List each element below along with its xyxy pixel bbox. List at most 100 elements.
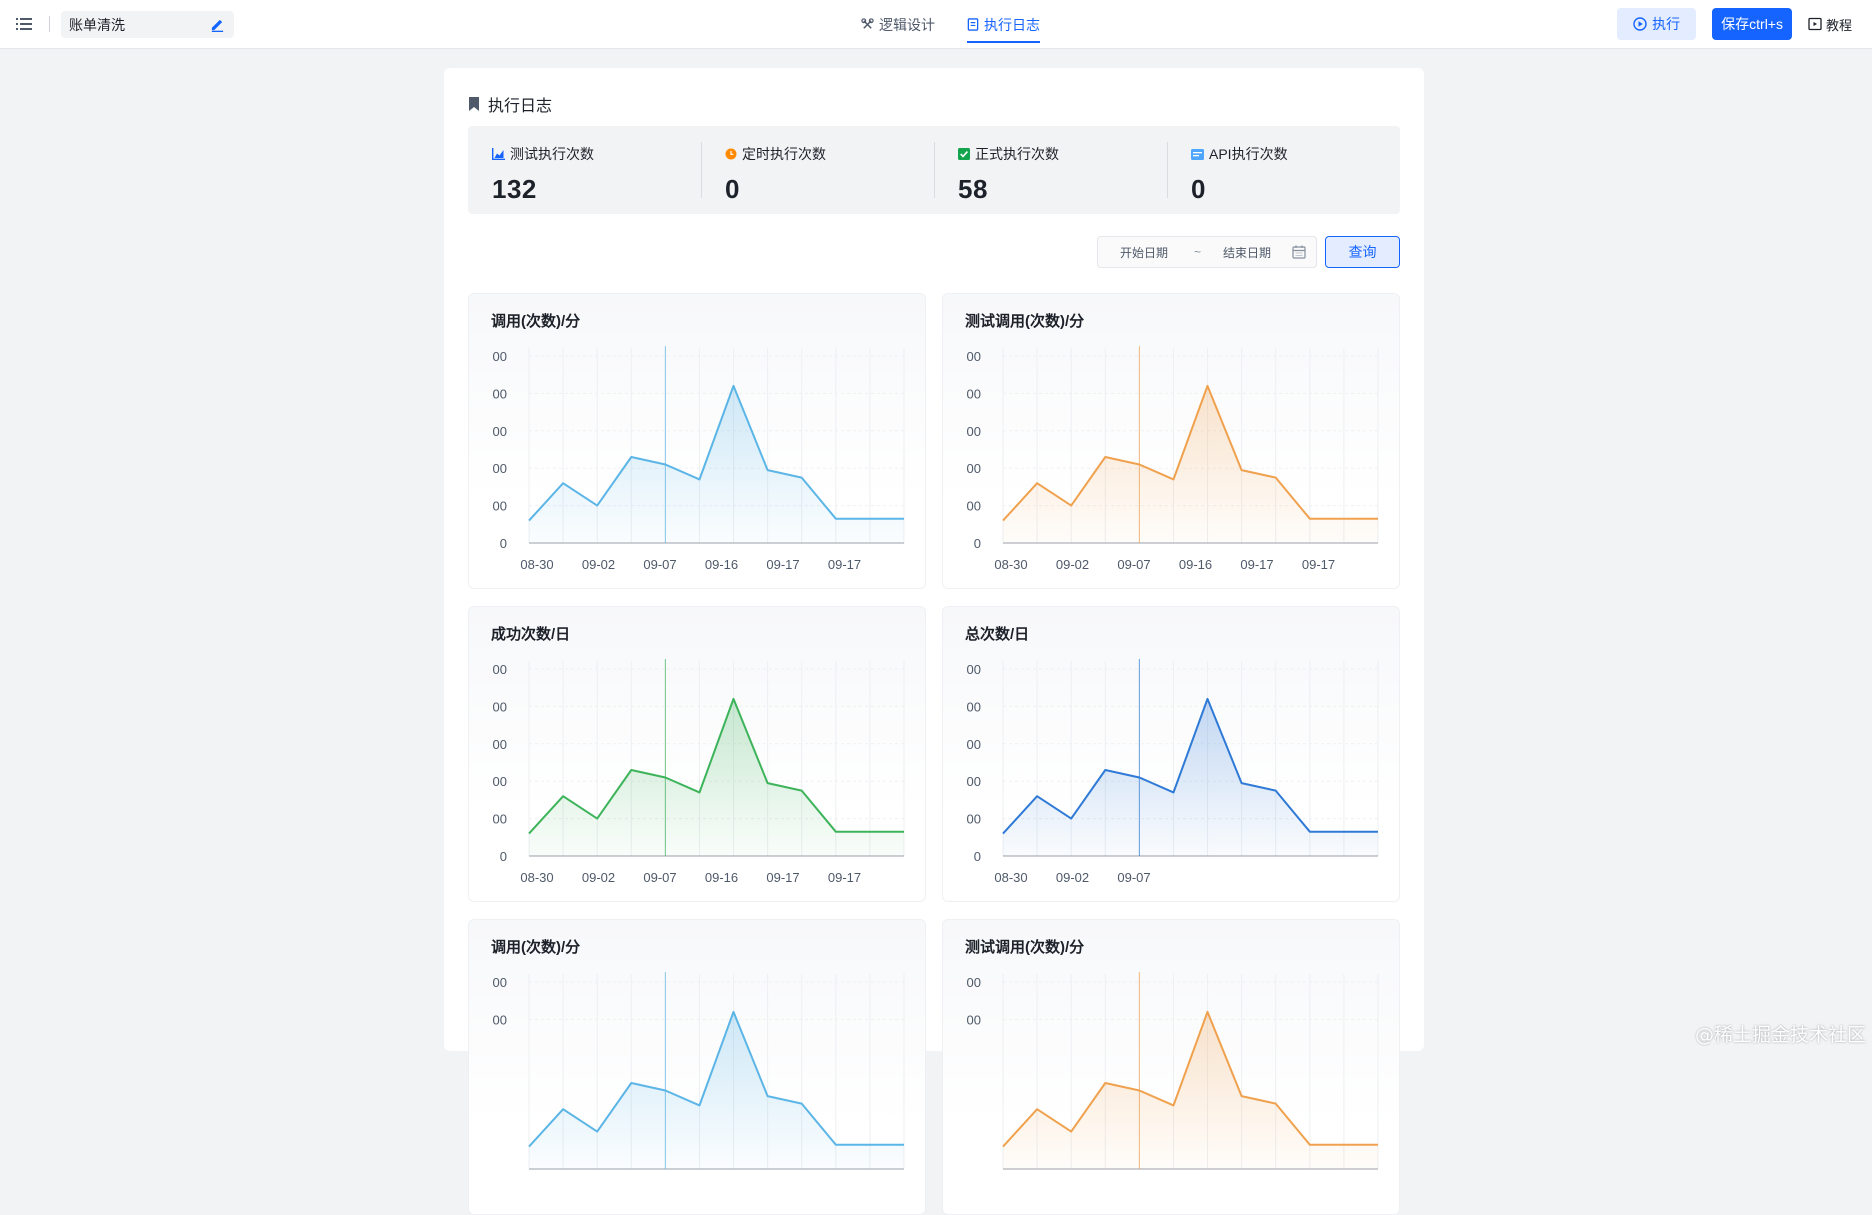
- chart-svg: 00 00: [943, 920, 1400, 1215]
- y-tick-label: 00: [967, 975, 981, 990]
- save-button-label: 保存ctrl+s: [1721, 14, 1783, 34]
- x-tick-label: 09-17: [766, 557, 799, 572]
- tutorial-button[interactable]: 教程: [1808, 15, 1852, 34]
- y-tick-label: 00: [967, 812, 981, 827]
- y-tick-label: 0: [500, 536, 507, 551]
- play-icon: [1633, 17, 1647, 31]
- x-tick-label: 09-07: [1117, 557, 1150, 572]
- y-tick-label: 00: [967, 699, 981, 714]
- menu-icon[interactable]: [12, 12, 36, 36]
- stat-api-runs-label: API执行次数: [1209, 144, 1288, 164]
- y-tick-label: 00: [967, 386, 981, 401]
- stat-formal-runs: 正式执行次数 58: [934, 126, 1167, 214]
- tab-execution-log-label: 执行日志: [984, 15, 1040, 35]
- stat-api-runs: API执行次数 0: [1167, 126, 1400, 214]
- chart-title: 总次数/日: [965, 623, 1029, 644]
- y-tick-label: 00: [967, 1012, 981, 1027]
- doc-name-text: 账单清洗: [69, 15, 125, 35]
- execution-log-panel: 执行日志 测试执行次数 132 定时执行次数 0: [444, 68, 1424, 1051]
- stats-summary: 测试执行次数 132 定时执行次数 0 正式执行次数 58: [468, 126, 1400, 214]
- bookmark-icon: [468, 97, 480, 111]
- y-tick-label: 00: [493, 699, 507, 714]
- page-title: 执行日志: [468, 92, 552, 116]
- y-tick-label: 00: [967, 774, 981, 789]
- y-tick-label: 00: [967, 662, 981, 677]
- x-tick-label: 09-07: [643, 557, 676, 572]
- y-tick-label: 00: [493, 737, 507, 752]
- y-tick-label: 00: [493, 386, 507, 401]
- y-tick-label: 00: [493, 662, 507, 677]
- y-tick-label: 00: [967, 424, 981, 439]
- top-bar: 账单清洗 逻辑设计 执行日志: [0, 0, 1872, 49]
- y-tick-label: 00: [493, 499, 507, 514]
- stat-test-runs-value: 132: [492, 174, 701, 205]
- stat-scheduled-runs-value: 0: [725, 174, 934, 205]
- x-tick-label: 09-17: [828, 557, 861, 572]
- clock-icon: [725, 148, 737, 160]
- chart-title: 成功次数/日: [491, 623, 570, 644]
- y-tick-label: 00: [493, 424, 507, 439]
- chart-title: 调用(次数)/分: [491, 936, 580, 957]
- y-tick-label: 00: [967, 499, 981, 514]
- x-tick-label: 09-02: [582, 870, 615, 885]
- y-tick-label: 00: [967, 461, 981, 476]
- x-tick-label: 09-02: [1056, 557, 1089, 572]
- stat-scheduled-runs: 定时执行次数 0: [701, 126, 934, 214]
- check-icon: [958, 148, 970, 160]
- y-tick-label: 00: [967, 737, 981, 752]
- query-button[interactable]: 查询: [1325, 236, 1400, 268]
- x-tick-label: 08-30: [994, 870, 1027, 885]
- divider: [49, 16, 50, 32]
- date-range-picker[interactable]: 开始日期 ~ 结束日期: [1097, 236, 1317, 268]
- run-button[interactable]: 执行: [1617, 8, 1696, 40]
- y-tick-label: 00: [493, 461, 507, 476]
- stat-formal-runs-label: 正式执行次数: [975, 144, 1059, 164]
- tutorial-icon: [1808, 17, 1822, 31]
- y-tick-label: 00: [493, 812, 507, 827]
- y-tick-label: 00: [493, 774, 507, 789]
- tutorial-button-label: 教程: [1826, 15, 1852, 34]
- x-tick-label: 09-17: [1302, 557, 1335, 572]
- edit-icon[interactable]: [210, 17, 225, 32]
- chart-card: 00 00 调用(次数)/分: [468, 919, 926, 1215]
- calendar-icon[interactable]: [1292, 245, 1306, 259]
- x-tick-label: 08-30: [520, 557, 553, 572]
- end-date-input[interactable]: 结束日期: [1223, 244, 1271, 261]
- y-tick-label: 00: [493, 1012, 507, 1027]
- stat-formal-runs-value: 58: [958, 174, 1167, 205]
- x-tick-label: 09-17: [766, 870, 799, 885]
- start-date-input[interactable]: 开始日期: [1120, 244, 1168, 261]
- chart-title: 调用(次数)/分: [491, 310, 580, 331]
- doc-name-field[interactable]: 账单清洗: [61, 11, 234, 38]
- save-button[interactable]: 保存ctrl+s: [1712, 8, 1792, 40]
- chart-title: 测试调用(次数)/分: [965, 310, 1084, 331]
- log-icon: [967, 18, 979, 31]
- x-tick-label: 09-07: [643, 870, 676, 885]
- tab-execution-log[interactable]: 执行日志: [967, 0, 1040, 43]
- chart-svg: 00 00: [469, 920, 926, 1215]
- x-tick-label: 09-02: [1056, 870, 1089, 885]
- x-tick-label: 09-16: [1179, 557, 1212, 572]
- y-tick-label: 0: [500, 849, 507, 864]
- stat-test-runs-label: 测试执行次数: [510, 144, 594, 164]
- run-button-label: 执行: [1652, 14, 1680, 34]
- y-tick-label: 00: [493, 975, 507, 990]
- x-tick-label: 09-02: [582, 557, 615, 572]
- date-filter: 开始日期 ~ 结束日期 查询: [1097, 236, 1400, 268]
- stat-api-runs-value: 0: [1191, 174, 1400, 205]
- tab-logic-design-label: 逻辑设计: [879, 15, 935, 35]
- page-title-text: 执行日志: [488, 92, 552, 116]
- tab-logic-design[interactable]: 逻辑设计: [861, 0, 935, 43]
- y-tick-label: 0: [974, 536, 981, 551]
- watermark: @稀土掘金技术社区: [1695, 1020, 1866, 1047]
- bar-chart-icon: [492, 148, 505, 160]
- api-icon: [1191, 149, 1204, 160]
